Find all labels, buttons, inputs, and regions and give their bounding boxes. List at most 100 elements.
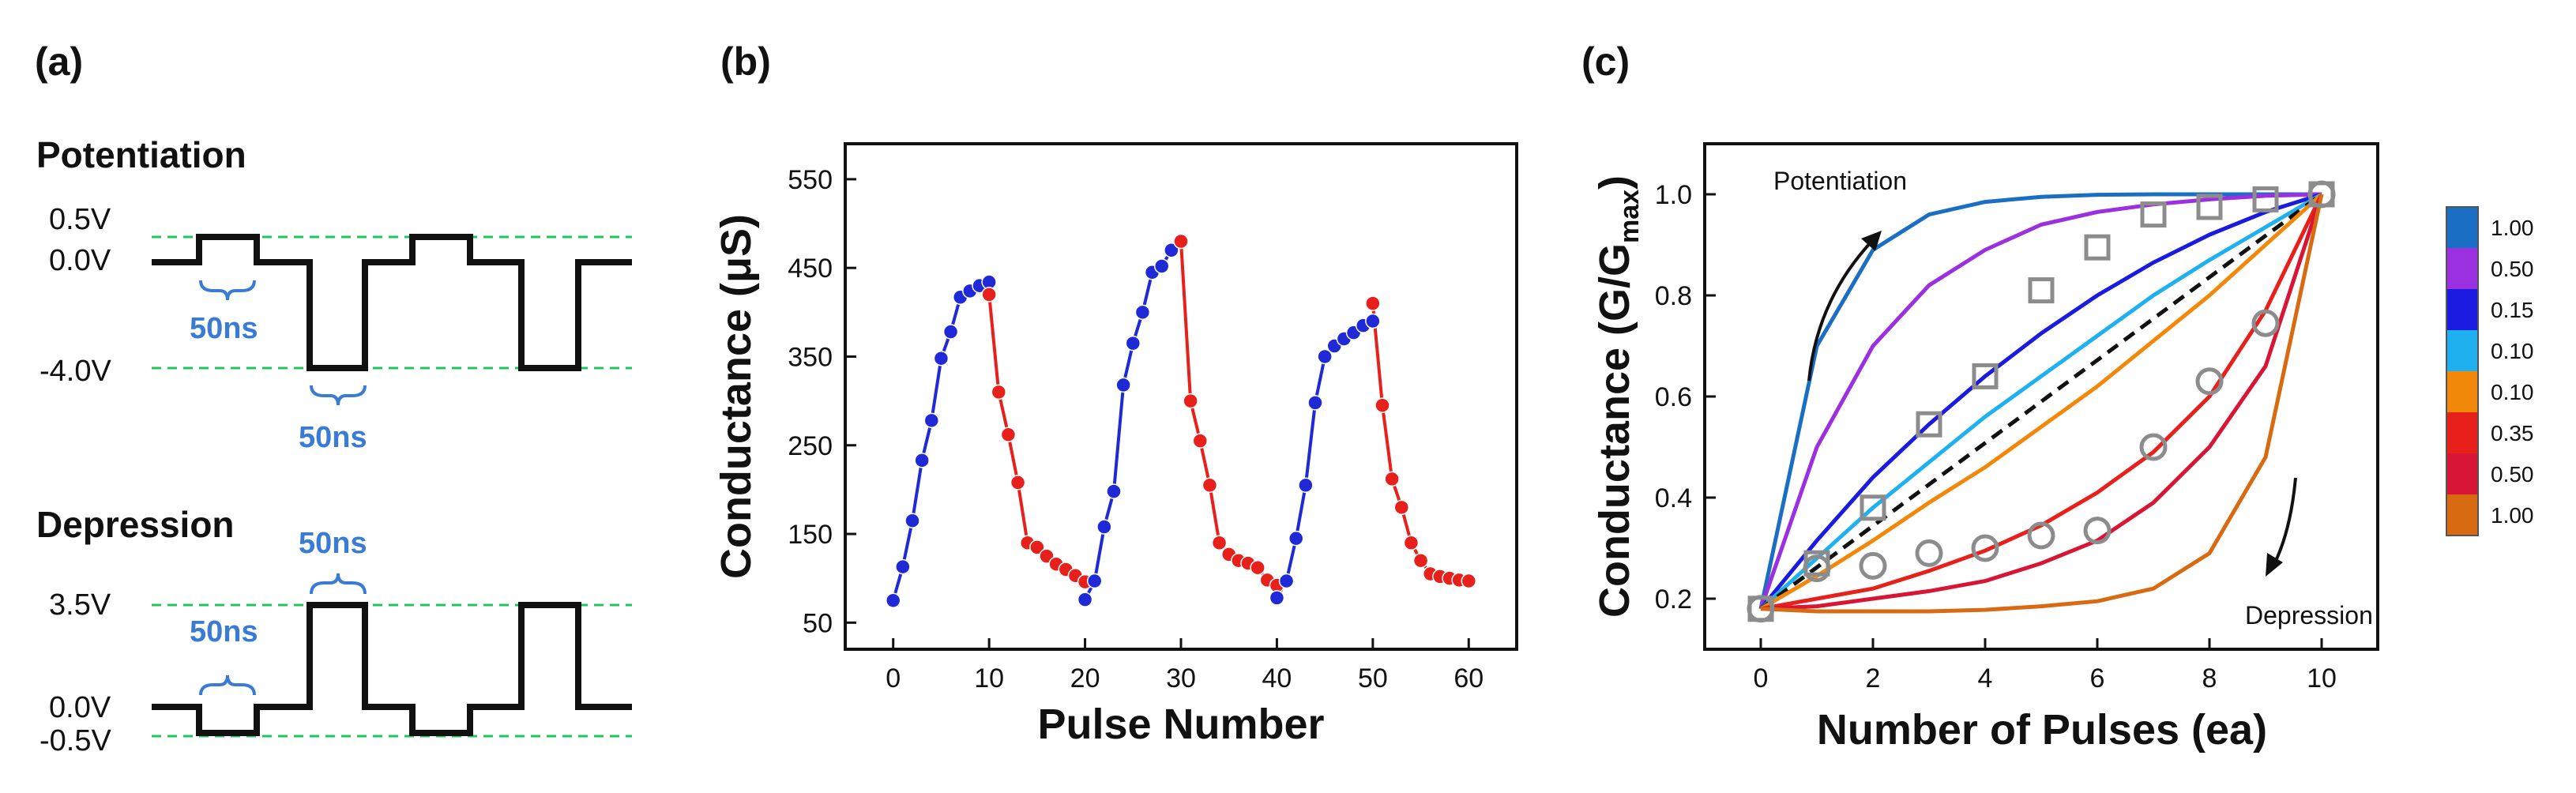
colorbar-swatch xyxy=(2446,248,2478,289)
curve-dep-1.00 xyxy=(1760,194,2324,614)
dep-level-low-label: -0.5V xyxy=(39,724,111,757)
colorbar-swatch xyxy=(2446,330,2478,371)
panel-b-ytick-label: 450 xyxy=(788,254,833,284)
curve-pot-1.00 xyxy=(1758,192,2322,610)
panel-c-ytick-label: 0.4 xyxy=(1655,483,1692,513)
data-point-depression-2 xyxy=(1202,477,1218,494)
panel-b-series xyxy=(885,233,1477,608)
data-point-depression-3 xyxy=(1384,471,1400,487)
dep-width-bracket-2 xyxy=(310,573,367,595)
panel-c-xtick-label: 8 xyxy=(2202,663,2217,693)
data-point-depression-3 xyxy=(1412,552,1429,569)
marker-measured-potentiation xyxy=(1972,363,1999,389)
series-line-potentiation-2 xyxy=(1083,240,1183,601)
depression-annotation: Depression xyxy=(2245,601,2373,630)
colorbar-label: 0.50 xyxy=(2491,257,2534,281)
panel-b-ytick-label: 350 xyxy=(788,342,833,372)
data-point-depression-2 xyxy=(1173,233,1189,250)
colorbar-swatch xyxy=(2446,494,2478,536)
pot-width-bracket-1 xyxy=(199,280,256,301)
pot-level-zero-label: 0.0V xyxy=(49,244,111,277)
data-point-potentiation-1 xyxy=(904,513,920,528)
colorbar-swatch xyxy=(2446,412,2478,453)
curve-dep-0.10 xyxy=(1759,193,2323,611)
data-point-depression-3 xyxy=(1461,573,1477,589)
marker-measured-depression xyxy=(2139,433,2168,461)
pot-width-bracket-2 xyxy=(310,385,367,406)
data-point-potentiation-2 xyxy=(1106,483,1122,499)
marker-measured-potentiation xyxy=(2028,277,2055,304)
panel-c-label: (c) xyxy=(1581,39,1630,84)
colorbar-label: 0.50 xyxy=(2491,462,2534,487)
data-point-depression-3 xyxy=(1374,397,1390,413)
colorbar-label: 0.10 xyxy=(2491,339,2534,363)
panel-c-ticks: 0 2 4 6 8 10 0.2 0.4 0.6 0.8 1.0 xyxy=(1655,180,2337,693)
panel-b-xtick-label: 10 xyxy=(974,663,1004,693)
marker-measured-depression xyxy=(1915,539,1943,567)
panel-b-xtick-label: 20 xyxy=(1070,663,1100,693)
data-point-depression-2 xyxy=(1192,433,1209,449)
panel-b-xtick-label: 60 xyxy=(1453,663,1484,693)
panel-b-ylabel: Conductance (μS) xyxy=(713,214,760,579)
panel-b-ticks: 0 10 20 30 40 50 60 50 150 250 350 450 550 xyxy=(788,165,1484,693)
colorbar-swatch xyxy=(2446,207,2478,248)
data-point-potentiation-2 xyxy=(1153,258,1170,274)
marker-measured-potentiation xyxy=(1860,494,1886,521)
curve-dep-0.50 xyxy=(1760,194,2324,611)
marker-measured-depression xyxy=(1859,551,1887,580)
curve-pot-0.10 xyxy=(1759,192,2323,611)
dep-level-zero-label: 0.0V xyxy=(49,691,111,724)
depression-waveform xyxy=(152,602,632,736)
panel-b-ytick-label: 50 xyxy=(803,608,833,638)
data-point-potentiation-3 xyxy=(1307,395,1323,411)
panel-c-ylabel: Conductance (G/Gmax) xyxy=(1591,175,1645,618)
panel-c-xtick-label: 2 xyxy=(1866,663,1881,693)
dep-level-high-label: 3.5V xyxy=(49,588,111,622)
panel-a: (a) Potentiation 0.5V 0.0V -4.0V 50ns 50… xyxy=(35,39,632,757)
panel-c-ytick-label: 0.6 xyxy=(1655,382,1692,412)
data-point-potentiation-3 xyxy=(1317,348,1333,365)
potentiation-arrowhead xyxy=(1861,231,1882,251)
colorbar: 1.00 0.50 0.15 0.10 0.10 0.35 0.50 1.00 xyxy=(2446,206,2534,536)
panel-b-ytick-label: 250 xyxy=(788,431,833,461)
panel-c-xtick-label: 6 xyxy=(2090,663,2105,693)
panel-c-ylabel-text: Conductance (G/Gmax) xyxy=(1591,175,1645,618)
panel-b-xtick-label: 0 xyxy=(886,663,901,693)
potentiation-annotation: Potentiation xyxy=(1773,167,1907,195)
panel-c-ylabel-close: ) xyxy=(1591,175,1638,190)
data-point-depression-1 xyxy=(1010,475,1026,490)
series-line-depression-2 xyxy=(1179,241,1278,587)
dep-width-label-1: 50ns xyxy=(190,615,258,648)
data-point-depression-1 xyxy=(991,384,1007,400)
data-point-potentiation-2 xyxy=(1134,304,1151,321)
panel-b-label: (b) xyxy=(720,39,771,84)
marker-measured-depression xyxy=(2027,521,2055,550)
panel-a-label: (a) xyxy=(35,39,83,84)
panel-b-xtick-label: 30 xyxy=(1166,663,1196,693)
pot-width-label-2: 50ns xyxy=(299,421,367,454)
data-point-potentiation-3 xyxy=(1278,573,1295,589)
marker-measured-depression xyxy=(1803,554,1831,583)
depression-title: Depression xyxy=(36,504,235,545)
data-point-depression-1 xyxy=(1029,539,1045,555)
data-point-depression-2 xyxy=(1211,535,1228,551)
depression-arrowhead xyxy=(2266,553,2283,577)
marker-measured-potentiation xyxy=(2140,201,2167,228)
panel-c-ylabel-main: Conductance (G/G xyxy=(1591,243,1638,618)
colorbar-label: 1.00 xyxy=(2491,503,2534,528)
potentiation-title: Potentiation xyxy=(36,134,246,175)
colorbar-label: 0.35 xyxy=(2491,421,2534,445)
data-point-potentiation-1 xyxy=(914,453,930,468)
curve-pot-0.15 xyxy=(1759,192,2322,611)
data-point-depression-1 xyxy=(1000,427,1017,443)
marker-measured-depression xyxy=(2251,309,2280,337)
depression-arrow xyxy=(2273,477,2297,563)
panel-b-plot-frame xyxy=(844,142,1518,651)
data-point-potentiation-3 xyxy=(1365,313,1381,329)
panel-c-chart: (c) 0 2 4 6 8 100.20.40.60.81.0 Potentiation … xyxy=(1581,39,2534,754)
marker-measured-depression xyxy=(2307,180,2336,209)
panel-c-ytick-label: 0.8 xyxy=(1655,281,1692,311)
potentiation-waveform xyxy=(152,234,632,371)
data-point-depression-3 xyxy=(1403,535,1420,551)
colorbar-label: 0.15 xyxy=(2491,298,2534,322)
